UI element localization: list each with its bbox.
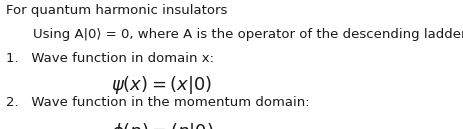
Text: 2.   Wave function in the momentum domain:: 2. Wave function in the momentum domain:	[6, 96, 309, 109]
Text: Using A|0⟩ = 0, where A is the operator of the descending ladder, look for: Using A|0⟩ = 0, where A is the operator …	[33, 28, 463, 41]
Text: For quantum harmonic insulators: For quantum harmonic insulators	[6, 4, 227, 17]
Text: 1.   Wave function in domain x:: 1. Wave function in domain x:	[6, 52, 213, 65]
Text: $\phi(p) = (p|0)$: $\phi(p) = (p|0)$	[111, 121, 213, 129]
Text: $\psi(x) = (x|0)$: $\psi(x) = (x|0)$	[112, 74, 213, 96]
